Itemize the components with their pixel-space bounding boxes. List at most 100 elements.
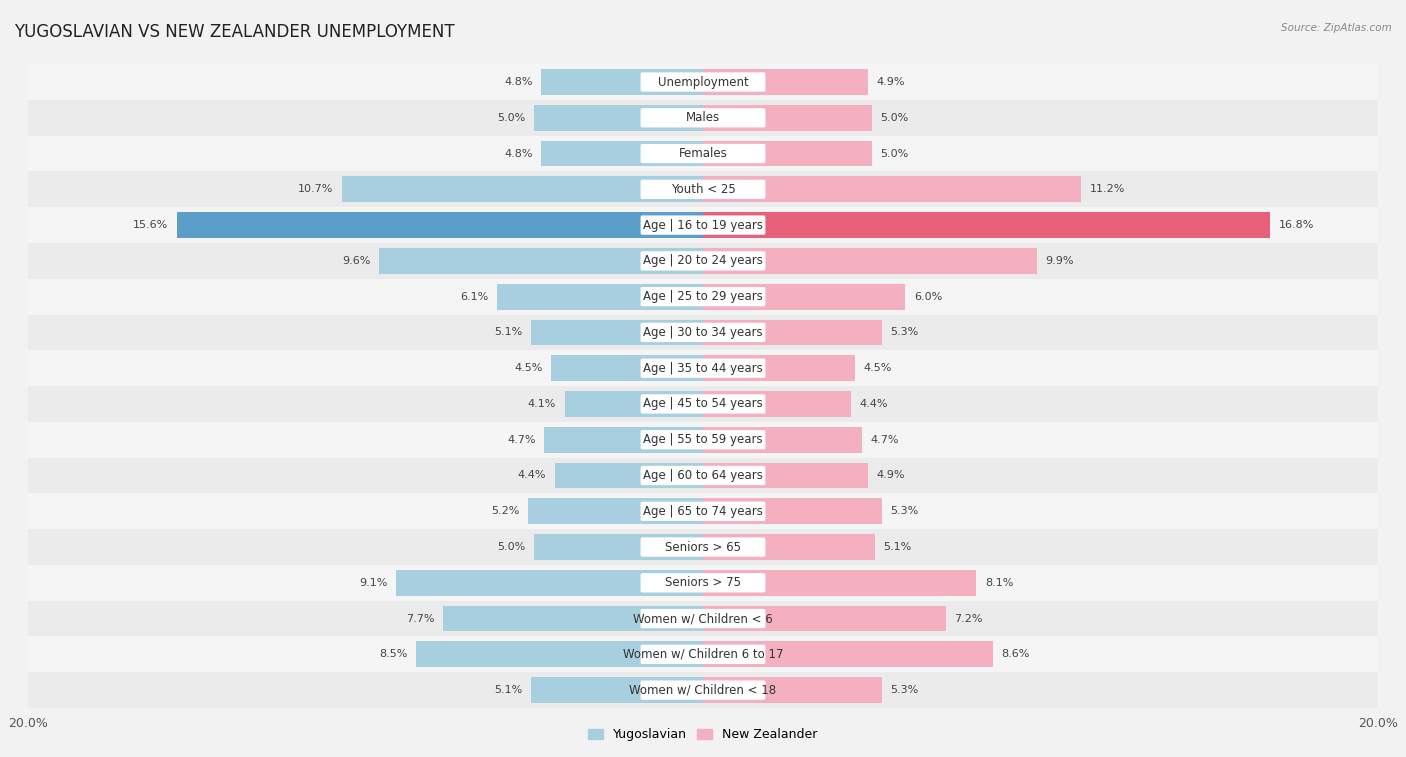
Bar: [703, 319, 882, 345]
Text: 8.6%: 8.6%: [1001, 650, 1031, 659]
Text: 5.1%: 5.1%: [495, 328, 523, 338]
Bar: [28, 386, 1378, 422]
Text: 4.9%: 4.9%: [877, 77, 905, 87]
Bar: [498, 284, 703, 310]
FancyBboxPatch shape: [641, 609, 765, 628]
Text: Women w/ Children 6 to 17: Women w/ Children 6 to 17: [623, 648, 783, 661]
Text: 10.7%: 10.7%: [298, 185, 333, 195]
FancyBboxPatch shape: [641, 216, 765, 235]
FancyBboxPatch shape: [641, 144, 765, 164]
Bar: [551, 355, 703, 381]
Text: 4.1%: 4.1%: [527, 399, 557, 409]
Bar: [342, 176, 703, 202]
FancyBboxPatch shape: [641, 502, 765, 521]
Text: 9.6%: 9.6%: [342, 256, 371, 266]
Bar: [28, 637, 1378, 672]
Bar: [703, 69, 869, 95]
Text: 5.1%: 5.1%: [495, 685, 523, 695]
Bar: [565, 391, 703, 417]
Bar: [28, 601, 1378, 637]
Text: 4.4%: 4.4%: [517, 471, 546, 481]
FancyBboxPatch shape: [641, 573, 765, 593]
Bar: [703, 355, 855, 381]
Text: Age | 35 to 44 years: Age | 35 to 44 years: [643, 362, 763, 375]
FancyBboxPatch shape: [641, 73, 765, 92]
Bar: [703, 212, 1270, 238]
Bar: [28, 171, 1378, 207]
Bar: [534, 534, 703, 560]
Text: 4.9%: 4.9%: [877, 471, 905, 481]
Bar: [28, 100, 1378, 136]
Bar: [531, 319, 703, 345]
Bar: [28, 672, 1378, 708]
Bar: [416, 641, 703, 667]
Text: Youth < 25: Youth < 25: [671, 183, 735, 196]
Text: 15.6%: 15.6%: [134, 220, 169, 230]
Text: 4.8%: 4.8%: [505, 148, 533, 158]
Text: 6.0%: 6.0%: [914, 291, 942, 301]
Bar: [703, 284, 905, 310]
Text: 5.3%: 5.3%: [890, 506, 918, 516]
Bar: [28, 279, 1378, 314]
FancyBboxPatch shape: [641, 359, 765, 378]
Bar: [28, 243, 1378, 279]
Text: Females: Females: [679, 147, 727, 160]
Bar: [541, 69, 703, 95]
Text: 5.0%: 5.0%: [880, 148, 908, 158]
Bar: [28, 350, 1378, 386]
Bar: [703, 105, 872, 131]
Text: 9.9%: 9.9%: [1046, 256, 1074, 266]
Bar: [28, 314, 1378, 350]
Bar: [703, 498, 882, 524]
Text: 4.5%: 4.5%: [515, 363, 543, 373]
Bar: [527, 498, 703, 524]
Text: 8.1%: 8.1%: [984, 578, 1014, 587]
Bar: [703, 463, 869, 488]
Bar: [177, 212, 703, 238]
Bar: [703, 678, 882, 703]
Text: YUGOSLAVIAN VS NEW ZEALANDER UNEMPLOYMENT: YUGOSLAVIAN VS NEW ZEALANDER UNEMPLOYMEN…: [14, 23, 454, 41]
Text: 5.3%: 5.3%: [890, 328, 918, 338]
Text: 4.8%: 4.8%: [505, 77, 533, 87]
Bar: [703, 391, 852, 417]
Bar: [28, 565, 1378, 601]
Bar: [703, 606, 946, 631]
Text: 9.1%: 9.1%: [359, 578, 388, 587]
Text: 7.2%: 7.2%: [955, 614, 983, 624]
Text: Age | 65 to 74 years: Age | 65 to 74 years: [643, 505, 763, 518]
Bar: [544, 427, 703, 453]
FancyBboxPatch shape: [641, 322, 765, 342]
Bar: [531, 678, 703, 703]
Text: 5.0%: 5.0%: [498, 113, 526, 123]
Bar: [703, 427, 862, 453]
Bar: [703, 534, 875, 560]
Text: 8.5%: 8.5%: [380, 650, 408, 659]
Bar: [703, 248, 1038, 274]
Text: 11.2%: 11.2%: [1090, 185, 1125, 195]
Text: 16.8%: 16.8%: [1278, 220, 1313, 230]
Text: 5.2%: 5.2%: [491, 506, 519, 516]
FancyBboxPatch shape: [641, 466, 765, 485]
Text: 5.0%: 5.0%: [880, 113, 908, 123]
Text: 7.7%: 7.7%: [406, 614, 434, 624]
FancyBboxPatch shape: [641, 537, 765, 556]
Bar: [28, 494, 1378, 529]
Bar: [396, 570, 703, 596]
Text: 5.3%: 5.3%: [890, 685, 918, 695]
Text: Age | 55 to 59 years: Age | 55 to 59 years: [643, 433, 763, 446]
FancyBboxPatch shape: [641, 645, 765, 664]
Bar: [28, 529, 1378, 565]
FancyBboxPatch shape: [641, 681, 765, 699]
Bar: [28, 64, 1378, 100]
Bar: [28, 136, 1378, 171]
Bar: [541, 141, 703, 167]
Text: Age | 30 to 34 years: Age | 30 to 34 years: [643, 326, 763, 339]
Bar: [703, 176, 1081, 202]
Text: Age | 20 to 24 years: Age | 20 to 24 years: [643, 254, 763, 267]
Text: Age | 25 to 29 years: Age | 25 to 29 years: [643, 290, 763, 303]
Bar: [380, 248, 703, 274]
Bar: [534, 105, 703, 131]
FancyBboxPatch shape: [641, 430, 765, 450]
FancyBboxPatch shape: [641, 108, 765, 127]
Text: 4.7%: 4.7%: [508, 435, 536, 444]
